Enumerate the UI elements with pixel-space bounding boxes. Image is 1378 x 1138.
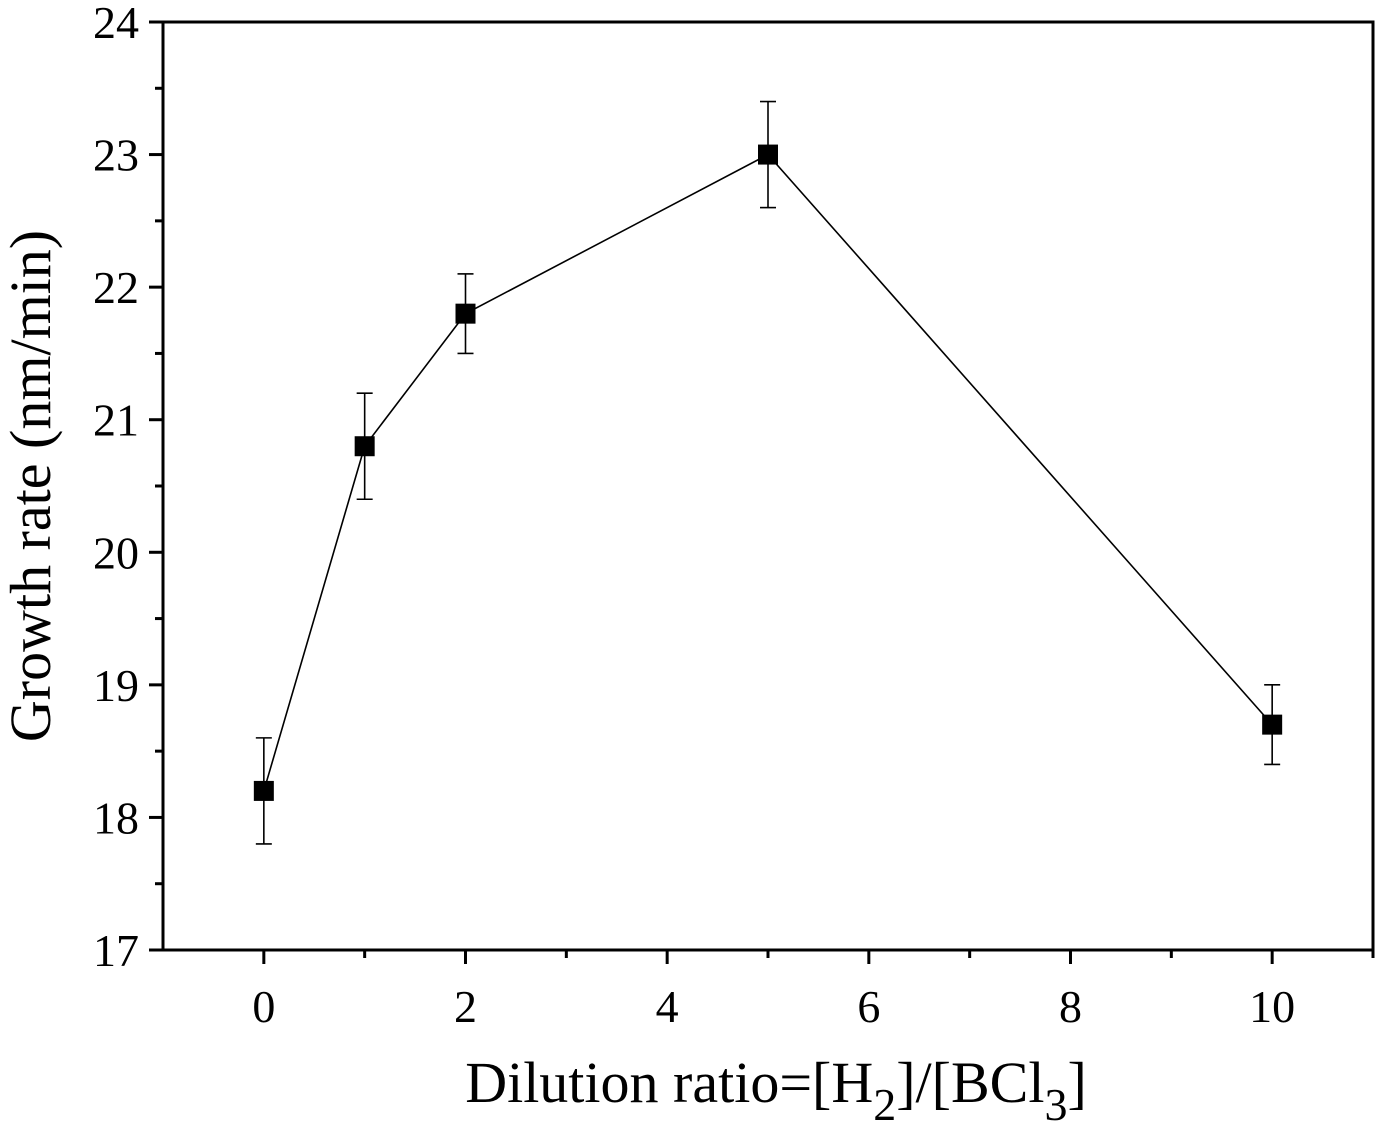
y-tick-label: 23 xyxy=(93,130,139,181)
x-axis-title-text: ]/[BCl xyxy=(896,1050,1044,1115)
y-tick-label: 24 xyxy=(93,0,139,48)
x-tick-label: 6 xyxy=(857,981,880,1032)
data-point-marker xyxy=(253,780,274,801)
y-tick-label: 19 xyxy=(93,660,139,711)
x-tick-label: 4 xyxy=(656,981,679,1032)
x-tick-label: 8 xyxy=(1059,981,1082,1032)
data-series xyxy=(253,100,1283,845)
y-tick-label: 17 xyxy=(93,925,139,976)
data-point-marker xyxy=(455,303,476,324)
data-point-marker xyxy=(758,144,778,165)
y-tick-label: 21 xyxy=(93,395,139,446)
x-axis-title-text: ] xyxy=(1067,1050,1086,1115)
x-axis-title-subscript: 2 xyxy=(873,1079,896,1130)
x-axis-title: Dilution ratio=[H2]/[BCl3] xyxy=(465,1050,1087,1130)
axis-ticks xyxy=(149,20,1375,964)
y-tick-label: 18 xyxy=(93,792,139,843)
x-axis-title-subscript: 3 xyxy=(1044,1079,1067,1130)
y-tick-label: 22 xyxy=(93,262,139,313)
x-tick-label: 2 xyxy=(454,981,477,1032)
x-axis-title-text: Dilution ratio=[H xyxy=(465,1050,873,1115)
x-tick-label: 10 xyxy=(1249,981,1295,1032)
y-tick-label: 20 xyxy=(93,527,139,578)
series-line xyxy=(263,153,1273,792)
y-axis-title: Growth rate (nm/min) xyxy=(0,230,63,742)
data-point-marker xyxy=(354,436,375,457)
x-tick-label: 0 xyxy=(252,981,275,1032)
data-point-marker xyxy=(1262,714,1283,735)
